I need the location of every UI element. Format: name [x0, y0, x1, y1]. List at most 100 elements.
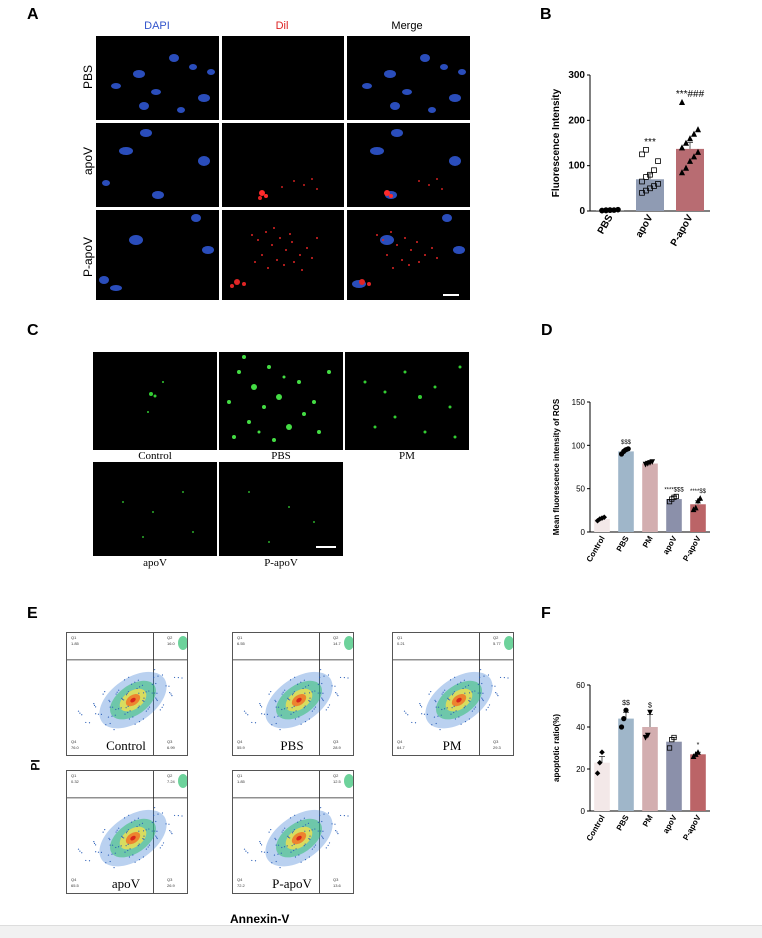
y-axis-label: Mean fluorescence intensity of ROS [552, 398, 561, 535]
event-dot [281, 831, 283, 833]
event-dot [322, 837, 324, 840]
event-dot [171, 695, 173, 697]
event-dot [293, 691, 296, 693]
event-dot [137, 707, 139, 709]
event-dot [277, 844, 280, 846]
y-tick-label: 100 [572, 441, 586, 450]
event-dot [181, 677, 183, 679]
event-dot [287, 698, 290, 700]
event-dot [327, 812, 330, 814]
event-dot [168, 823, 170, 825]
quadrant-name-q3: Q3 [333, 877, 339, 882]
event-dot [108, 699, 110, 701]
event-dot [433, 716, 436, 718]
event-dot [469, 700, 471, 702]
event-dot [455, 710, 457, 712]
event-dot [308, 692, 311, 694]
row-label-p-apov: P-apoV [81, 236, 95, 278]
event-dot [343, 676, 345, 679]
image-apov-dil [222, 123, 344, 207]
event-dot [120, 845, 122, 847]
event-dot [284, 827, 286, 829]
event-dot [115, 846, 117, 849]
point-apoV [655, 181, 661, 187]
channel-label-merge: Merge [391, 20, 423, 32]
event-dot [127, 705, 129, 707]
event-dot [85, 859, 87, 862]
category-label-PM: PM [641, 534, 655, 549]
image-ros-pbs [219, 352, 343, 450]
event-dot [132, 854, 134, 856]
event-dot [93, 703, 95, 705]
flow-plot-P-apoV: Q1 1.85 Q2 12.5 Q4 72.2 Q3 13.6 [232, 770, 354, 894]
event-dot [322, 830, 324, 832]
quadrant-name-q3: Q3 [493, 739, 499, 744]
event-dot [293, 711, 295, 714]
quadrant-name-q2: Q2 [333, 635, 339, 640]
event-dot [289, 837, 291, 839]
event-dot [477, 692, 479, 694]
event-dot [281, 846, 283, 849]
event-dot [303, 845, 305, 847]
event-dot [464, 692, 466, 694]
event-dot [254, 860, 257, 862]
event-dot [339, 676, 342, 679]
event-dot [93, 704, 96, 706]
event-dot [305, 686, 307, 688]
event-dot [481, 682, 483, 685]
event-dot [307, 684, 310, 686]
event-dot [125, 694, 128, 696]
event-dot [274, 699, 276, 701]
event-dot [444, 689, 446, 691]
event-dot [134, 819, 136, 821]
event-dot [156, 837, 158, 840]
event-dot [125, 707, 127, 709]
event-dot [279, 729, 281, 731]
event-dot [287, 835, 289, 837]
event-dot [313, 846, 315, 848]
event-dot [314, 690, 316, 692]
event-dot [308, 699, 310, 702]
event-dot [266, 713, 269, 715]
event-dot [109, 706, 111, 708]
event-dot [259, 704, 262, 706]
event-dot [435, 722, 437, 725]
event-dot [465, 686, 467, 688]
event-dot [322, 836, 324, 838]
channel-label-dil: Dil [275, 20, 289, 32]
event-dot [325, 847, 327, 849]
point-apoV [639, 178, 645, 185]
category-label-PBS: PBS [596, 213, 616, 237]
category-label-apoV: apoV [634, 213, 656, 240]
q2-cluster [504, 636, 513, 650]
event-dot [483, 675, 485, 677]
panel-label-c: C [27, 322, 39, 339]
event-dot [85, 721, 87, 724]
category-label-P-apoV: P-apoV [681, 813, 703, 842]
event-dot [173, 814, 176, 817]
event-dot [245, 712, 247, 714]
event-dot [143, 700, 145, 702]
event-dot [335, 830, 337, 832]
ros-apov-spots [122, 491, 194, 538]
event-dot [168, 685, 170, 687]
event-dot [88, 722, 91, 724]
ros-pbs-spots [227, 355, 331, 442]
event-dot [453, 691, 456, 693]
event-dot [117, 708, 120, 710]
event-dot [281, 693, 283, 695]
event-dot [261, 706, 263, 708]
event-dot [134, 681, 136, 683]
event-dot [116, 829, 118, 831]
event-dot [128, 718, 131, 720]
event-dot [468, 699, 470, 702]
event-dot [421, 713, 423, 715]
event-dot [314, 828, 316, 830]
bar-PBS [618, 451, 634, 532]
event-dot [421, 706, 423, 708]
quadrant-name-q2: Q2 [167, 773, 173, 778]
quadrant-name-q2: Q2 [493, 635, 499, 640]
event-dot [124, 851, 126, 853]
event-dot [275, 706, 277, 708]
density-cluster [130, 835, 136, 841]
